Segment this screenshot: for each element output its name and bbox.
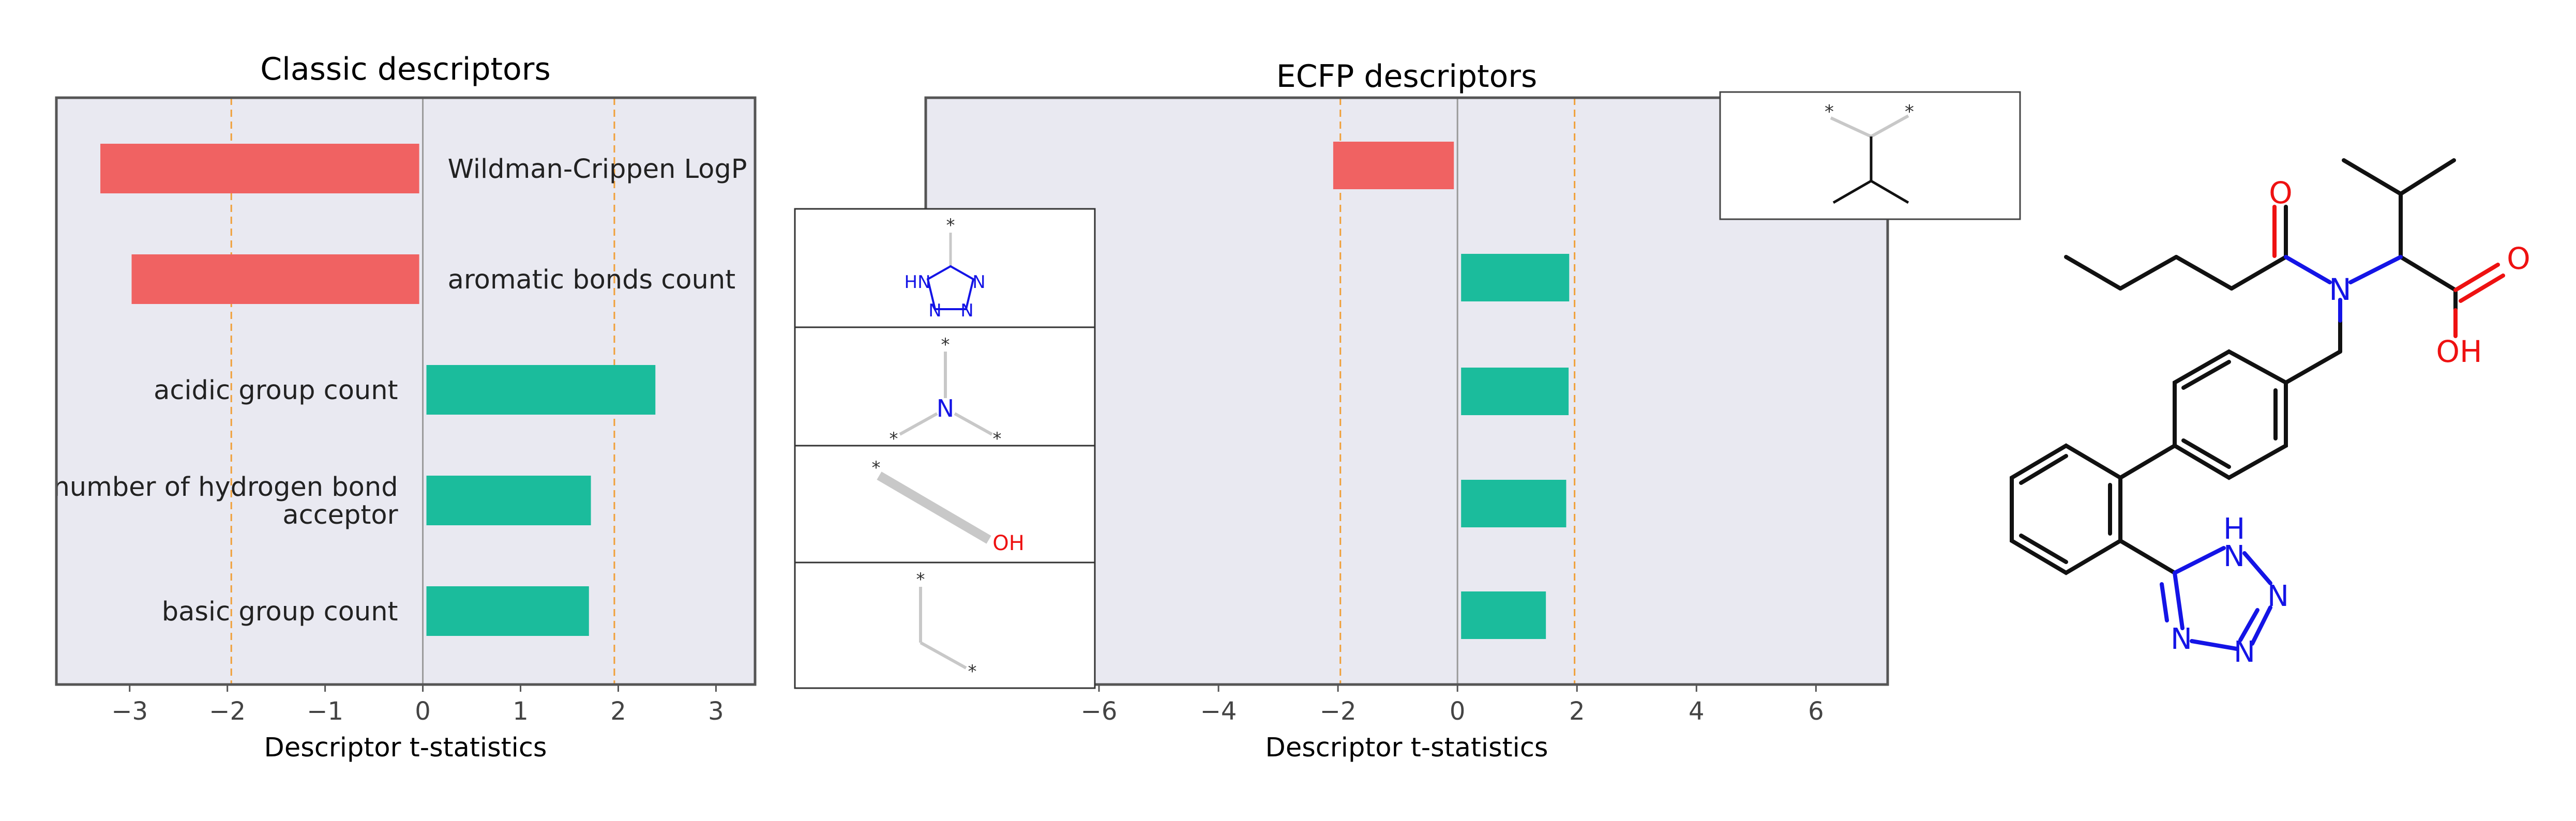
chart-title: ECFP descriptors [1276,58,1537,95]
atom-label-n: N [2223,540,2245,573]
attachment-star: * [872,458,881,478]
amide-bond [2284,255,2332,284]
fragment-methylene: * * [916,569,977,682]
attachment-star: * [941,335,950,355]
atom-label-n: N [2267,580,2289,613]
tick-label: 2 [1569,697,1585,726]
category-label: acidic group count [154,375,398,406]
atom-label-oh: OH [2436,334,2482,369]
fragment-stack: * HN N N N N * * * * OH [794,208,1096,689]
attachment-star: * [968,661,977,682]
bar [1461,368,1569,415]
bar-series [1333,142,1570,639]
category-labels: Wildman-Crippen LogP aromatic bonds count… [53,154,747,627]
attachment-star: * [1905,101,1914,123]
molecule-structure: O O OH N H N N N N [2010,158,2530,669]
ecfp-chart: ECFP descriptors −6 −4 −2 0 2 4 6 Descriptor t… [794,58,2021,763]
tick-label: −2 [209,697,246,726]
bar [1461,591,1546,639]
acid-bond [2453,263,2500,292]
tetrazole-ring [2160,546,2272,651]
bar [1461,480,1566,527]
tick-label: −6 [1081,697,1118,726]
bar [131,254,419,304]
atom-label-oh: OH [992,531,1025,555]
tick-label: 3 [708,697,724,726]
attachment-star: * [890,429,898,449]
atom-label-n: N [960,300,973,321]
bar [1461,254,1570,301]
reference-lines [230,98,615,685]
reference-lines [1339,98,1576,685]
atom-label-n: N [937,394,954,422]
atom-label-n: N [2171,622,2192,656]
bar-series [100,144,656,636]
category-label: acceptor [282,500,398,530]
tick-label: −3 [111,697,148,726]
fragment-hydroxyl: * OH [872,458,1025,555]
attachment-star: * [1825,101,1834,123]
tick-label: 6 [1808,697,1824,726]
atom-label-h: H [2223,512,2245,546]
atom-label-n: N [972,272,985,293]
atom-label-o: O [2507,241,2530,276]
chart-title: Classic descriptors [260,51,550,87]
x-axis-ticks: −6 −4 −2 0 2 4 6 [1081,685,1824,726]
atom-label-hn: HN [905,272,931,293]
category-label: Wildman-Crippen LogP [448,154,747,185]
category-label: number of hydrogen bond [53,472,398,503]
attachment-star: * [916,569,925,590]
acid-bond [2459,273,2505,303]
amide-bond [2348,255,2403,284]
bar [100,144,419,193]
x-axis-label: Descriptor t-statistics [1266,733,1548,763]
tick-label: 0 [1450,697,1466,726]
bar [426,586,589,636]
tick-label: 0 [415,697,431,726]
attachment-star: * [946,215,955,236]
bar [1333,142,1454,189]
fragment-amine: N * * * [890,335,1002,449]
tick-label: 1 [513,697,529,726]
category-label: basic group count [162,597,398,627]
bar [426,476,591,525]
atom-label-n: N [2234,635,2255,669]
bar [426,365,656,415]
x-axis-label: Descriptor t-statistics [264,733,547,763]
fragment-tetrazole: * HN N N N [905,215,986,321]
fragment-structure-dark [1832,136,1909,204]
tick-label: 4 [1689,697,1705,726]
carbon-bonds [2010,158,2458,575]
tick-label: −2 [1320,697,1357,726]
attachment-star: * [993,429,1002,449]
x-axis-ticks: −3 −2 −1 0 1 2 3 [111,685,724,726]
atom-label-n: N [928,300,941,321]
tick-label: −4 [1200,697,1237,726]
plot-frame [55,96,757,686]
classic-chart: Classic descriptors Wildman-Crippen LogP… [53,51,757,763]
tick-label: −1 [307,697,343,726]
atom-label-n: N [2329,272,2351,307]
fragment-box-isopropyl: * * [1719,91,2021,220]
atom-label-o: O [2269,175,2293,210]
tick-label: 2 [610,697,626,726]
category-label: aromatic bonds count [448,265,736,295]
fragment-structure [1830,114,1909,138]
